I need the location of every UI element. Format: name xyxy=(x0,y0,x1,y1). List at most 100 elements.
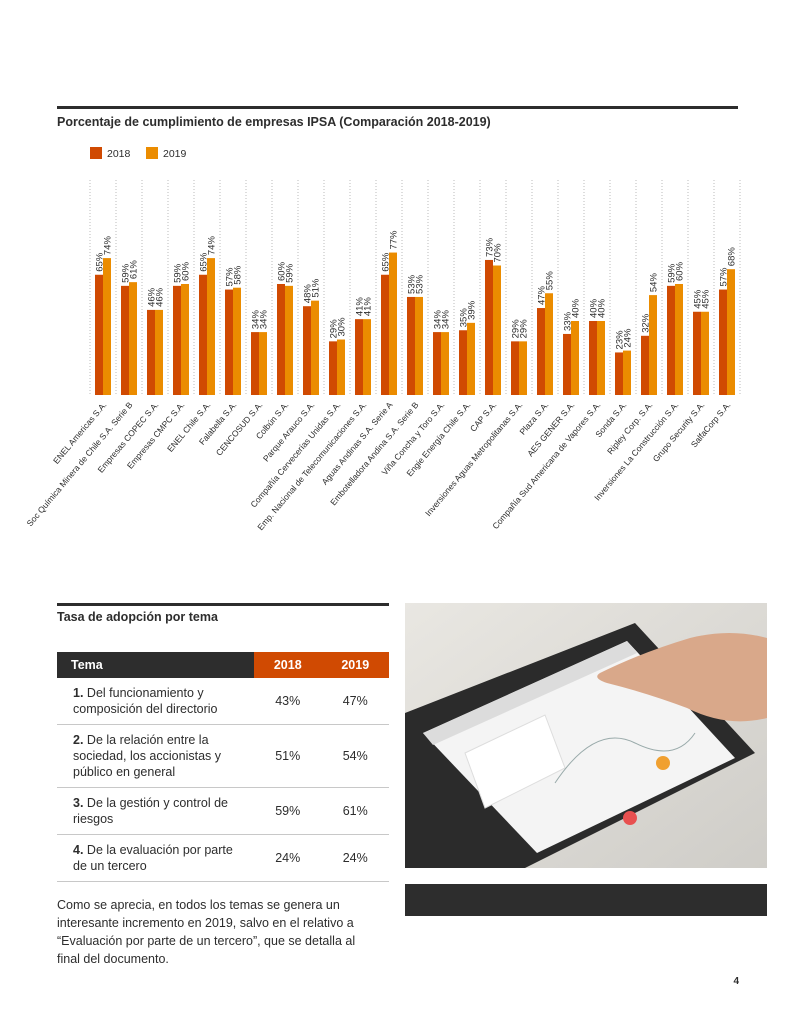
bar xyxy=(485,259,493,395)
value-cell: 54% xyxy=(321,724,389,788)
bar xyxy=(363,319,371,395)
bar xyxy=(649,295,657,395)
bar xyxy=(493,265,501,395)
topic-text: Del funcionamiento y composición del dir… xyxy=(73,686,218,716)
bar xyxy=(407,296,415,395)
bar xyxy=(225,289,233,395)
value-label: 60% xyxy=(675,261,686,281)
value-label: 29% xyxy=(519,319,530,339)
bar xyxy=(519,341,527,395)
bar xyxy=(303,306,311,395)
value-label: 68% xyxy=(727,247,738,267)
bar xyxy=(259,332,267,395)
bar xyxy=(95,274,103,395)
topic-text: De la relación entre la sociedad, los ac… xyxy=(73,733,221,779)
bar xyxy=(173,285,181,395)
x-tick-label: Ripley Corp. S.A. xyxy=(605,400,655,456)
bar xyxy=(641,335,649,395)
bar xyxy=(147,309,155,395)
x-tick-label: AES GENER S.A. xyxy=(525,400,576,459)
chart-title: Porcentaje de cumplimiento de empresas I… xyxy=(57,115,491,129)
value-label: 47% xyxy=(537,285,548,305)
topic-text: De la evaluación por parte de un tercero xyxy=(73,843,233,873)
value-label: 65% xyxy=(381,252,392,272)
value-label: 40% xyxy=(589,298,600,318)
value-label: 29% xyxy=(329,319,340,339)
value-label: 60% xyxy=(277,261,288,281)
bar xyxy=(199,274,207,395)
bar xyxy=(441,332,449,395)
dark-band xyxy=(405,884,767,916)
page-number: 4 xyxy=(733,976,739,987)
bar xyxy=(415,296,423,395)
value-label: 74% xyxy=(103,236,114,256)
value-label: 65% xyxy=(95,252,106,272)
legend-swatch xyxy=(146,147,158,159)
table-row: 4. De la evaluación por parte de un terc… xyxy=(57,834,389,882)
section-rule xyxy=(57,603,389,606)
bar xyxy=(129,282,137,395)
value-label: 55% xyxy=(545,271,556,291)
bar xyxy=(537,308,545,395)
bar xyxy=(381,274,389,395)
value-label: 41% xyxy=(363,297,374,317)
bar xyxy=(719,289,727,395)
value-label: 51% xyxy=(311,278,322,298)
bar xyxy=(701,311,709,395)
value-label: 53% xyxy=(415,274,426,294)
topic-cell: 1. Del funcionamiento y composición del … xyxy=(57,678,254,725)
value-label: 74% xyxy=(207,236,218,256)
bar xyxy=(623,350,631,395)
bar xyxy=(251,332,259,395)
bar xyxy=(311,300,319,395)
value-label: 35% xyxy=(459,308,470,328)
table-row: 2. De la relación entre la sociedad, los… xyxy=(57,724,389,788)
legend-label: 2019 xyxy=(163,148,187,160)
bar xyxy=(155,309,163,395)
value-label: 33% xyxy=(563,311,574,331)
value-label: 23% xyxy=(615,330,626,350)
table-title: Tasa de adopción por tema xyxy=(57,610,218,624)
value-label: 54% xyxy=(649,273,660,293)
table-row: 1. Del funcionamiento y composición del … xyxy=(57,678,389,725)
value-label: 65% xyxy=(199,252,210,272)
value-label: 59% xyxy=(667,263,678,283)
value-cell: 43% xyxy=(254,678,322,725)
value-label: 59% xyxy=(121,263,132,283)
value-label: 40% xyxy=(571,298,582,318)
value-cell: 51% xyxy=(254,724,322,788)
value-label: 45% xyxy=(701,289,712,309)
bar xyxy=(337,339,345,395)
bar xyxy=(277,284,285,395)
topic-number: 3. xyxy=(73,796,84,810)
value-label: 77% xyxy=(389,230,400,250)
topic-text: De la gestión y control de riesgos xyxy=(73,796,228,826)
value-cell: 47% xyxy=(321,678,389,725)
bar xyxy=(563,333,571,395)
topic-number: 1. xyxy=(73,686,84,700)
header-cell: Tema xyxy=(57,652,254,678)
value-label: 39% xyxy=(467,300,478,320)
bar xyxy=(103,258,111,395)
value-label: 60% xyxy=(181,261,192,281)
bar xyxy=(571,321,579,395)
bar xyxy=(615,352,623,395)
header-row: Tema 2018 2019 xyxy=(57,652,389,678)
value-cell: 61% xyxy=(321,787,389,835)
bar xyxy=(433,332,441,395)
value-cell: 59% xyxy=(254,787,322,835)
value-label: 45% xyxy=(693,289,704,309)
value-label: 30% xyxy=(337,317,348,337)
bar xyxy=(667,285,675,395)
value-label: 34% xyxy=(251,310,262,330)
value-label: 40% xyxy=(597,298,608,318)
value-label: 73% xyxy=(485,237,496,257)
bar xyxy=(329,341,337,395)
value-label: 61% xyxy=(129,260,140,280)
value-label: 59% xyxy=(285,263,296,283)
legend-label: 2018 xyxy=(107,148,131,160)
value-label: 53% xyxy=(407,274,418,294)
value-label: 41% xyxy=(355,297,366,317)
value-cell: 24% xyxy=(321,834,389,882)
tablet-photo xyxy=(405,603,767,868)
